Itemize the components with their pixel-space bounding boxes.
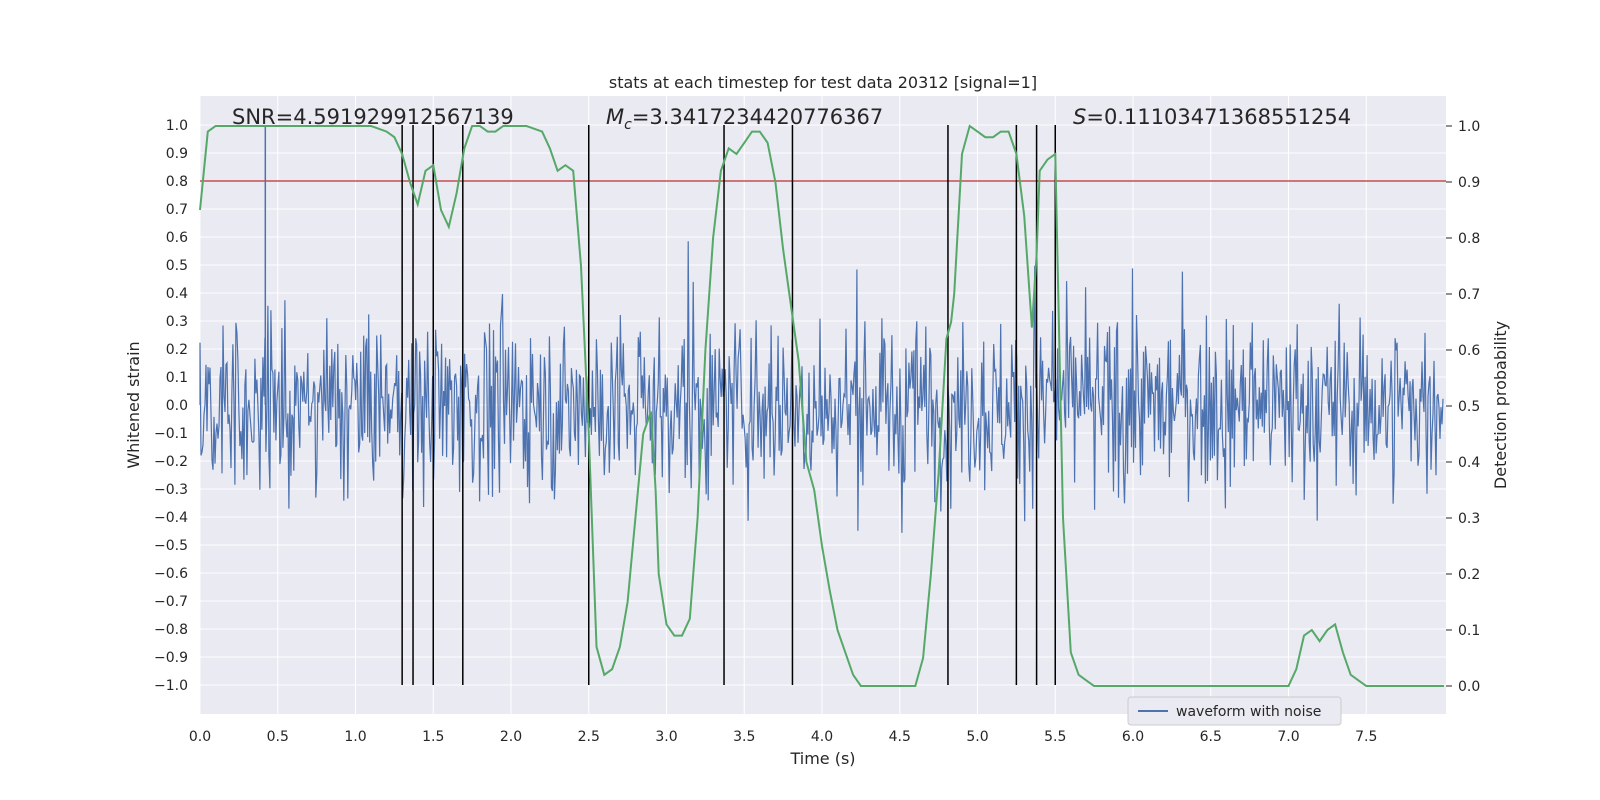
y-left-tick-label: 0.1 (166, 370, 188, 386)
s-symbol: S (1073, 105, 1086, 129)
x-tick-label: 0.5 (267, 729, 289, 745)
y-left-tick-labels: 1.0 0.9 0.8 0.7 0.6 0.5 0.4 0.3 0.2 0.1 0.0 −0.1 −0.… (154, 118, 188, 694)
y-right-tick-label: 0.8 (1458, 231, 1480, 247)
x-tick-label: 1.0 (344, 729, 366, 745)
legend: waveform with noise (1127, 696, 1342, 726)
x-tick-label: 0.0 (189, 729, 211, 745)
y-left-tick-label: 0.5 (166, 258, 188, 274)
y-right-tick-label: 0.3 (1458, 511, 1480, 527)
y-left-tick-label: −0.4 (154, 510, 188, 526)
x-tick-label: 2.0 (500, 729, 522, 745)
legend-box (1127, 696, 1342, 726)
y-left-tick-label: 0.8 (166, 174, 188, 190)
y-right-tick-label: 0.1 (1458, 623, 1480, 639)
chirp-mass-value: =3.3417234420776367 (632, 105, 883, 129)
x-tick-label: 5.0 (966, 729, 988, 745)
x-tick-label: 6.0 (1122, 729, 1144, 745)
y-left-tick-label: −0.5 (154, 538, 188, 554)
snr-annotation: SNR=4.591929912567139 (232, 105, 514, 129)
detection-probability-line (199, 124, 1444, 687)
y-left-tick-label: −0.6 (154, 566, 188, 582)
y-left-tick-label: −0.8 (154, 622, 188, 638)
y-left-tick-label: −0.9 (154, 650, 188, 666)
y-right-tick-labels: 1.0 0.9 0.8 0.7 0.6 0.5 0.4 0.3 0.2 0.1 0.0 (1446, 119, 1480, 695)
y-right-tick-label: 0.9 (1458, 175, 1480, 191)
x-tick-label: 4.5 (889, 729, 911, 745)
y-axis-left-label: Whitened strain (124, 341, 143, 468)
y-right-tick-label: 0.0 (1458, 679, 1480, 695)
vertical-marker-lines (401, 125, 1056, 685)
waveform-with-noise-line (199, 241, 1444, 533)
s-annotation: S=0.11103471368551254 (1073, 105, 1351, 129)
x-tick-label: 4.0 (811, 729, 833, 745)
y-right-tick-label: 0.2 (1458, 567, 1480, 583)
y-axis-right-label: Detection probability (1491, 321, 1510, 489)
y-left-tick-label: −0.1 (154, 426, 188, 442)
y-right-tick-label: 0.6 (1458, 343, 1480, 359)
chirp-mass-symbol: M (606, 105, 624, 129)
y-left-tick-label: −0.3 (154, 482, 188, 498)
x-tick-labels: 0.0 0.5 1.0 1.5 2.0 2.5 3.0 3.5 4.0 4.5 5.0 5.5 6.0 6… (189, 729, 1378, 745)
y-left-tick-label: 0.7 (166, 202, 188, 218)
x-tick-label: 7.5 (1355, 729, 1377, 745)
x-tick-label: 3.0 (655, 729, 677, 745)
legend-label-waveform: waveform with noise (1176, 704, 1321, 720)
y-right-tick-label: 0.5 (1458, 399, 1480, 415)
y-left-tick-label: 0.3 (166, 314, 188, 330)
x-tick-label: 1.5 (422, 729, 444, 745)
y-left-tick-label: 0.2 (166, 342, 188, 358)
y-left-tick-label: −0.7 (154, 594, 188, 610)
chart-title: stats at each timestep for test data 203… (609, 73, 1037, 92)
x-axis-label: Time (s) (789, 749, 855, 768)
y-right-tick-label: 0.4 (1458, 455, 1480, 471)
chirp-mass-annotation: Mc=3.3417234420776367 (606, 105, 883, 133)
y-left-tick-label: 0.4 (166, 286, 188, 302)
y-left-tick-label: −0.2 (154, 454, 188, 470)
s-value: =0.11103471368551254 (1086, 105, 1351, 129)
x-tick-label: 2.5 (578, 729, 600, 745)
waveform-layer (199, 125, 1444, 533)
x-tick-label: 5.5 (1044, 729, 1066, 745)
y-right-tick-label: 1.0 (1458, 119, 1480, 135)
y-left-tick-label: 0.0 (166, 398, 188, 414)
y-left-tick-label: −1.0 (154, 678, 188, 694)
x-tick-label: 6.5 (1200, 729, 1222, 745)
chirp-mass-subscript: c (624, 117, 632, 133)
y-left-tick-label: 0.9 (166, 146, 188, 162)
x-tick-label: 3.5 (733, 729, 755, 745)
y-right-tick-label: 0.7 (1458, 287, 1480, 303)
y-left-tick-label: 1.0 (166, 118, 188, 134)
x-tick-label: 7.0 (1277, 729, 1299, 745)
y-left-tick-label: 0.6 (166, 230, 188, 246)
